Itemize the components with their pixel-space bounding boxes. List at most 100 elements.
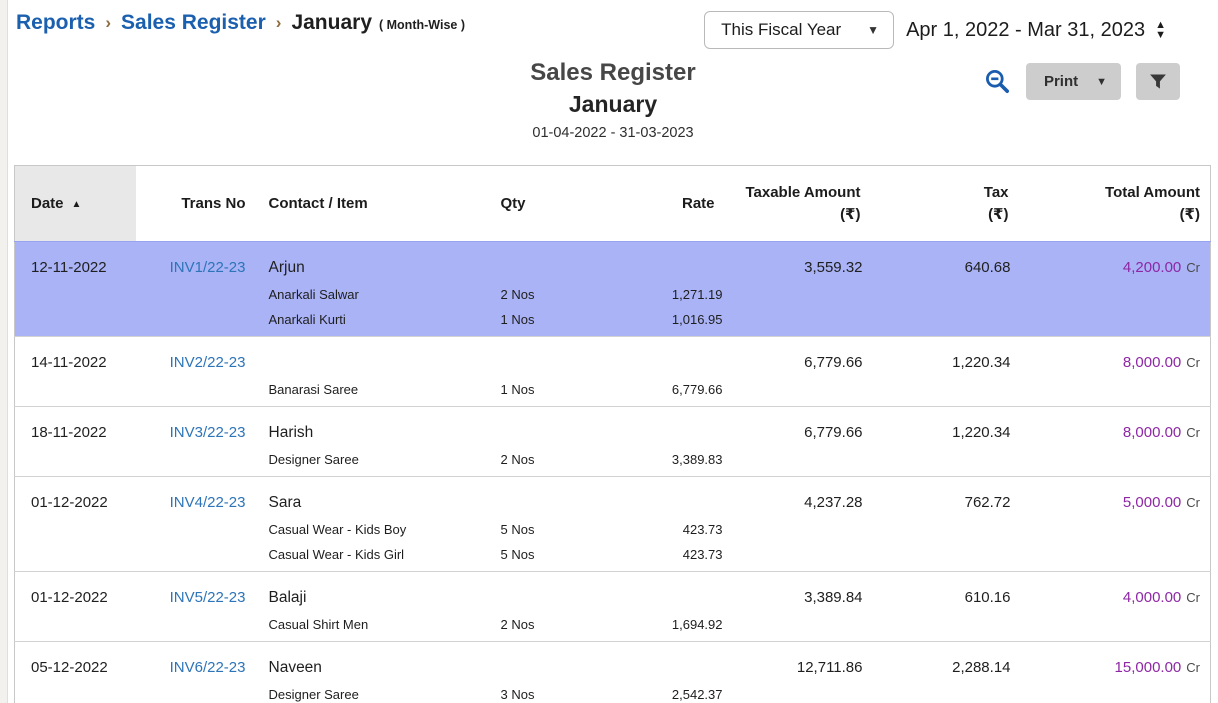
item-name: Banarasi Saree [268,382,359,397]
total-amount-cell: 4,000.00 Cr [1010,571,1211,642]
table-body: 12-11-2022 INV1/22-23 Arjun Anarkali Salwar… [14,241,1211,703]
contact-item-cell: Harish Designer Saree [250,406,491,477]
report-titles: Sales Register January 01-04-2022 - 31-0… [8,57,1218,145]
breadcrumb: Reports › Sales Register › January ( Mon… [16,11,465,35]
row-date: 01-12-2022 [31,589,108,606]
row-taxable-amount: 12,711.86 [796,659,863,676]
contact-item-cell: Arjun Anarkali Salwar Anarkali Kurti [250,241,491,337]
trans-no-cell: INV5/22-23 [135,571,251,642]
tax-cell: 762.72 [862,476,1011,572]
item-qty: 2 Nos [500,452,535,467]
row-total: 8,000.00 Cr [1011,419,1200,447]
tax-cell: 640.68 [862,241,1011,337]
total-amount-value: 4,200.00 [1122,259,1182,276]
row-date: 01-12-2022 [31,494,108,511]
column-header-taxable-amount[interactable]: Taxable Amount (₹) [723,166,863,242]
top-bar: Reports › Sales Register › January ( Mon… [8,0,1218,49]
qty-cell: 5 Nos 5 Nos [490,476,566,572]
row-tax: 1,220.34 [952,354,1011,371]
invoice-link[interactable]: INV4/22-23 [169,494,246,511]
breadcrumb-current-page: January [291,11,372,34]
previous-period-arrow-icon[interactable]: ▲ [1155,18,1166,31]
filter-button[interactable] [1136,63,1180,100]
row-date: 18-11-2022 [31,424,107,441]
credit-indicator: Cr [1186,660,1200,675]
invoice-link[interactable]: INV6/22-23 [169,659,246,676]
invoice-link[interactable]: INV5/22-23 [169,589,246,606]
qty-cell: 2 Nos [490,571,566,642]
credit-indicator: Cr [1186,495,1200,510]
row-total: 4,200.00 Cr [1011,254,1200,282]
column-header-tax[interactable]: Tax (₹) [863,166,1011,242]
item-qty: 3 Nos [500,687,535,702]
currency-symbol: (₹) [840,205,861,223]
total-amount-header-label: Total Amount [1105,183,1200,201]
fiscal-year-dropdown[interactable]: This Fiscal Year ▼ [704,11,895,49]
invoice-link[interactable]: INV2/22-23 [169,354,246,371]
item-rate: 1,694.92 [671,617,723,632]
row-taxable-amount: 3,389.84 [804,589,863,606]
invoice-link[interactable]: INV1/22-23 [169,259,246,276]
date-cell: 12-11-2022 [14,241,136,337]
next-period-arrow-icon[interactable]: ▼ [1155,28,1166,41]
column-header-trans-no[interactable]: Trans No [181,195,246,212]
contact-name: Naveen [268,659,322,676]
sales-register-table: Date ▲ Trans No Contact / Item Qty Rate T… [14,165,1211,703]
period-selector-group: This Fiscal Year ▼ Apr 1, 2022 - Mar 31,… [704,11,1166,49]
table-header: Date ▲ Trans No Contact / Item Qty Rate T… [14,165,1211,242]
date-range-stepper: ▲ ▼ [1155,18,1166,41]
rate-cell: 1,694.92 [565,571,723,642]
table-row[interactable]: 18-11-2022 INV3/22-23 Harish Designer Saree… [14,406,1211,477]
rate-cell: 1,271.19 1,016.95 [565,241,723,337]
table-row[interactable]: 01-12-2022 INV5/22-23 Balaji Casual Shirt M… [14,571,1211,642]
tax-cell: 1,220.34 [862,336,1011,407]
trans-no-cell: INV3/22-23 [135,406,251,477]
total-amount-value: 8,000.00 [1122,354,1182,371]
row-date: 12-11-2022 [31,259,107,276]
zoom-out-icon[interactable] [984,68,1011,95]
table-row[interactable]: 01-12-2022 INV4/22-23 Sara Casual Wear - Ki… [14,476,1211,572]
row-total: 15,000.00 Cr [1011,654,1200,682]
item-rate: 2,542.37 [671,687,723,702]
credit-indicator: Cr [1186,260,1200,275]
breadcrumb-reports-link[interactable]: Reports [16,11,96,34]
column-header-date[interactable]: Date ▲ [14,165,136,242]
table-row[interactable]: 14-11-2022 INV2/22-23 Banarasi Saree 1 Nos 6… [14,336,1211,407]
column-header-contact-item[interactable]: Contact / Item [268,195,368,212]
sidebar-edge [0,0,8,703]
item-name: Casual Wear - Kids Boy [268,522,407,537]
breadcrumb-separator: › [275,13,282,32]
item-rate: 6,779.66 [671,382,723,397]
item-name: Designer Saree [268,687,359,702]
tax-header-label: Tax [983,183,1009,201]
row-taxable-amount: 4,237.28 [804,494,863,511]
row-date: 14-11-2022 [31,354,107,371]
table-row[interactable]: 05-12-2022 INV6/22-23 Naveen Designer Saree… [14,641,1211,703]
column-header-total-amount[interactable]: Total Amount (₹) [1011,166,1211,242]
tax-cell: 2,288.14 [862,641,1011,703]
report-toolbar: Print ▼ [984,63,1180,100]
tax-cell: 1,220.34 [862,406,1011,477]
print-button[interactable]: Print ▼ [1025,63,1121,100]
column-header-rate[interactable]: Rate [681,195,715,212]
contact-item-cell: Banarasi Saree [250,336,491,407]
contact-name [269,349,491,377]
item-name: Casual Wear - Kids Girl [268,547,405,562]
date-cell: 05-12-2022 [14,641,136,703]
table-row[interactable]: 12-11-2022 INV1/22-23 Arjun Anarkali Salwar… [14,241,1211,337]
row-tax: 610.16 [964,589,1011,606]
trans-no-cell: INV6/22-23 [135,641,251,703]
item-qty: 1 Nos [500,312,535,327]
invoice-link[interactable]: INV3/22-23 [169,424,246,441]
breadcrumb-sales-register-link[interactable]: Sales Register [121,11,266,34]
item-qty: 2 Nos [500,287,535,302]
row-date: 05-12-2022 [31,659,108,676]
filter-icon [1148,72,1168,92]
item-qty: 5 Nos [500,547,535,562]
row-total: 8,000.00 Cr [1011,349,1200,377]
row-tax: 762.72 [964,494,1011,511]
column-header-qty[interactable]: Qty [500,195,526,212]
item-rate: 423.73 [682,522,723,537]
chevron-down-icon: ▼ [1096,75,1107,88]
